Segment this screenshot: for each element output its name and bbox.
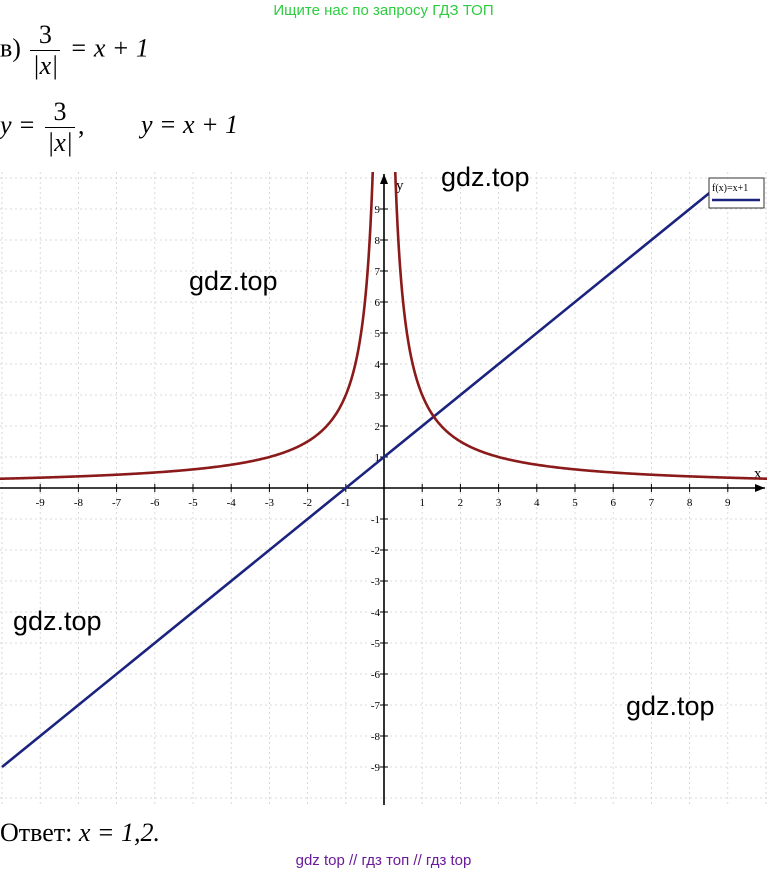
split-numerator: 3	[53, 97, 67, 126]
hyperbola-right-branch	[393, 172, 767, 481]
y-tick-label: -1	[371, 514, 380, 526]
hyperbola-left-branch	[0, 172, 375, 481]
y-axis-arrow	[380, 174, 388, 184]
footer-text: gdz top // гдз топ // гдз top	[295, 852, 472, 869]
watermark: gdz.top	[13, 606, 102, 636]
x-tick-label: -4	[227, 497, 237, 509]
x-tick-label: -9	[36, 497, 46, 509]
x-tick-label: 2	[458, 497, 464, 509]
answer-prefix: Ответ:	[0, 818, 73, 847]
x-tick-label: -7	[112, 497, 122, 509]
line-series-x-plus-1	[1, 183, 721, 769]
x-tick-label: 7	[649, 497, 655, 509]
x-tick-label: 6	[610, 497, 616, 509]
x-tick-label: -1	[341, 497, 350, 509]
x-tick-label: -5	[188, 497, 198, 509]
y-axis-label: y	[396, 178, 404, 194]
y-tick-label: 7	[375, 266, 381, 278]
curves	[0, 172, 767, 769]
x-tick-label: 9	[725, 497, 731, 509]
y-tick-label: -4	[371, 607, 381, 619]
watermark: gdz.top	[626, 691, 715, 721]
equation-denominator: |x|	[30, 50, 61, 80]
y-tick-label: -3	[371, 576, 381, 588]
y-tick-label: 4	[375, 359, 381, 371]
y-tick-label: -8	[371, 731, 381, 743]
split-fraction: 3 |x|	[45, 97, 75, 158]
answer-line: Ответ: x = 1,2.	[0, 818, 160, 848]
problem-label: в)	[0, 33, 21, 63]
y-tick-label: 2	[375, 421, 381, 433]
split-functions: y = 3 |x| , y = x + 1	[0, 97, 238, 158]
legend-box	[708, 177, 765, 209]
y-tick-label: -9	[371, 762, 381, 774]
x-tick-label: 1	[419, 497, 425, 509]
y-tick-label: 1	[375, 452, 381, 464]
y-tick-label: -7	[371, 700, 381, 712]
y-tick-label: 9	[375, 204, 381, 216]
x-tick-label: 8	[687, 497, 693, 509]
x-tick-label: -6	[150, 497, 160, 509]
y-tick-label: -2	[371, 545, 380, 557]
legend-label: f(x)=x+1	[712, 183, 748, 194]
split-lhs: y =	[0, 110, 36, 140]
watermark: gdz.top	[189, 266, 278, 296]
y-tick-label: -5	[371, 638, 381, 650]
x-axis-arrow	[755, 484, 765, 492]
split-second-function: y = x + 1	[140, 110, 239, 140]
answer-value: x = 1,2.	[78, 818, 160, 847]
y-tick-label: 5	[375, 328, 381, 340]
x-tick-label: -3	[265, 497, 275, 509]
split-comma: ,	[77, 110, 85, 140]
equation: в) 3 |x| = x + 1	[0, 20, 149, 81]
x-tick-label: 5	[572, 497, 578, 509]
equation-rhs: = x + 1	[69, 33, 149, 63]
equation-numerator: 3	[38, 20, 52, 49]
function-graph: x y -9 -8 -7 -6 -5 -4 -3 -2 -1 1 2 3 4 5 6 7 8 9 -9 -8 -7 -6 -5 -…	[0, 172, 767, 805]
x-tick-label: -8	[74, 497, 84, 509]
split-denominator: |x|	[45, 127, 75, 157]
x-tick-label: -2	[303, 497, 312, 509]
equation-fraction: 3 |x|	[30, 20, 61, 81]
legend: f(x)=x+1	[708, 177, 765, 209]
y-tick-label: 8	[375, 235, 381, 247]
x-axis-label: x	[754, 466, 762, 482]
watermark: gdz.top	[441, 162, 530, 192]
x-tick-label: 4	[534, 497, 540, 509]
y-tick-label: 3	[375, 390, 381, 402]
y-tick-label: -6	[371, 669, 381, 681]
top-banner: Ищите нас по запросу ГДЗ ТОП	[273, 2, 494, 19]
x-tick-label: 3	[496, 497, 502, 509]
y-tick-label: 6	[375, 297, 381, 309]
